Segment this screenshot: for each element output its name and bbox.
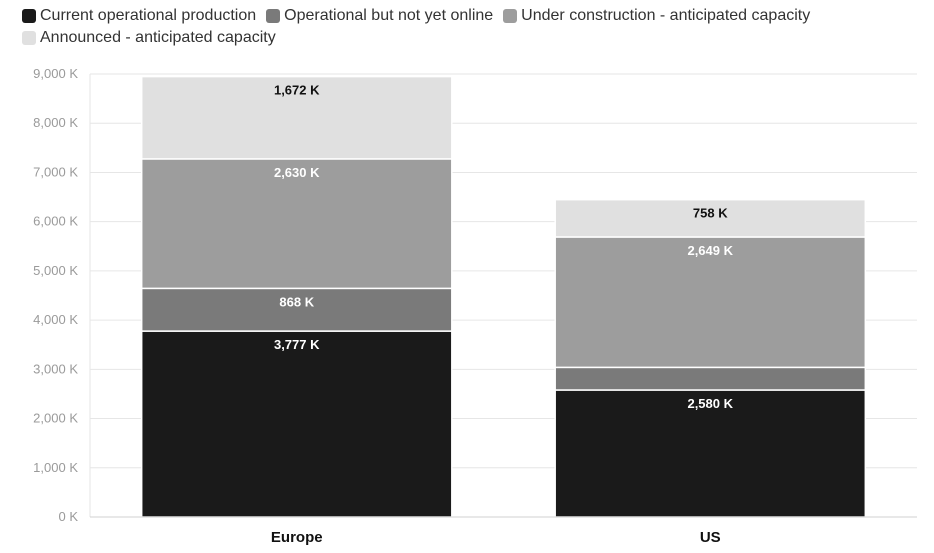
legend-swatch-current-operational — [22, 9, 36, 23]
y-tick-label: 9,000 K — [33, 66, 78, 81]
bar-segment — [554, 389, 867, 518]
y-tick-label: 3,000 K — [33, 361, 78, 376]
data-label: 2,649 K — [687, 243, 733, 258]
bar-segment — [140, 158, 453, 290]
bar-segment — [554, 366, 867, 391]
legend-item-under-construction[interactable]: Under construction - anticipated capacit… — [503, 7, 810, 25]
y-tick-label: 6,000 K — [33, 214, 78, 229]
y-tick-label: 1,000 K — [33, 460, 78, 475]
legend-swatch-under-construction — [503, 9, 518, 23]
y-tick-label: 0 K — [58, 509, 78, 524]
y-tick-label: 2,000 K — [33, 411, 78, 426]
bar-segment — [140, 75, 453, 160]
y-tick-label: 7,000 K — [33, 164, 78, 179]
legend-item-announced[interactable]: Announced - anticipated capacity — [22, 29, 276, 47]
legend-row-1: Current operational production Operation… — [22, 5, 922, 27]
legend: Current operational production Operation… — [22, 5, 922, 49]
data-label: 2,580 K — [687, 396, 733, 411]
legend-swatch-announced — [22, 31, 36, 45]
data-label: 3,777 K — [274, 337, 320, 352]
data-label: 758 K — [693, 206, 728, 221]
bar-segment — [554, 236, 867, 369]
x-tick-label: US — [700, 529, 721, 546]
bar-segment — [554, 198, 867, 238]
legend-label: Current operational production — [40, 7, 257, 24]
legend-row-2: Announced - anticipated capacity — [22, 27, 922, 49]
y-tick-label: 8,000 K — [33, 115, 78, 130]
y-tick-label: 5,000 K — [33, 263, 78, 278]
legend-item-operational-not-online[interactable]: Operational but not yet online — [266, 7, 493, 25]
legend-label: Operational but not yet online — [284, 7, 494, 24]
data-label: 2,630 K — [274, 165, 320, 180]
data-label: 868 K — [279, 294, 314, 309]
legend-swatch-operational-not-online — [266, 9, 281, 23]
y-tick-label: 4,000 K — [33, 312, 78, 327]
x-tick-label: Europe — [271, 529, 323, 546]
legend-item-current-operational[interactable]: Current operational production — [22, 7, 256, 25]
bar-segment — [140, 287, 453, 332]
legend-label: Under construction - anticipated capacit… — [521, 7, 811, 24]
legend-label: Announced - anticipated capacity — [40, 29, 276, 46]
data-label: 1,672 K — [274, 83, 320, 98]
bar-segment — [140, 330, 453, 518]
